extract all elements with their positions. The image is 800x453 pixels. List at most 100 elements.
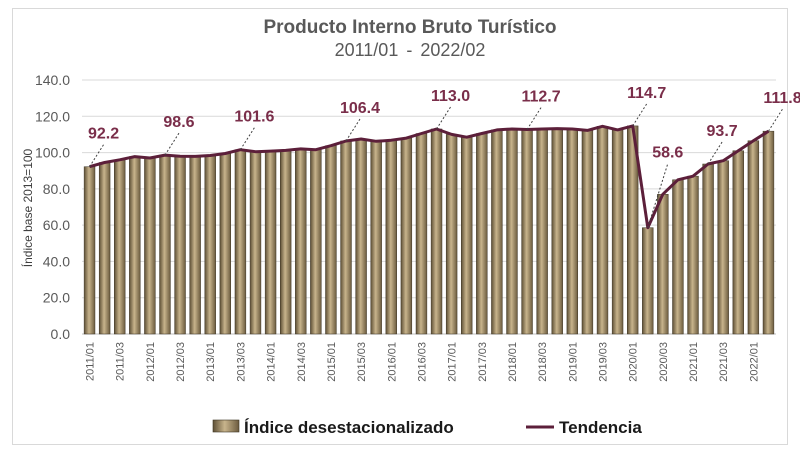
bar (611, 129, 624, 335)
bar (159, 154, 171, 335)
bar (370, 141, 382, 335)
bar (264, 150, 277, 335)
legend-label-bars: Índice desestacionalizado (244, 418, 454, 437)
data-label: 98.6 (163, 114, 194, 131)
bar (385, 139, 397, 335)
x-tick-label: 2016/01 (386, 342, 398, 382)
bar (747, 140, 760, 335)
chart-title: Producto Interno Bruto Turístico (263, 17, 556, 38)
bar (566, 128, 579, 335)
bar (732, 150, 744, 335)
x-tick-label: 2014/01 (266, 342, 278, 382)
bar (687, 175, 699, 335)
bar (83, 166, 96, 335)
data-label-leader (768, 108, 783, 132)
data-label-leader (345, 118, 361, 142)
data-label: 113.0 (431, 88, 470, 105)
data-label: 112.7 (521, 89, 560, 106)
data-label-leader (707, 141, 723, 165)
bar (581, 130, 594, 335)
x-tick-label: 2011/03 (115, 342, 127, 381)
subtitle-start: 2011/01 (335, 40, 399, 60)
bar (310, 149, 322, 335)
bar (506, 128, 518, 335)
y-tick-label: 120.0 (35, 108, 70, 124)
bar (657, 194, 669, 335)
legend: Índice desestacionalizado Tendencia (212, 418, 642, 437)
bar (114, 159, 126, 335)
bar (295, 148, 307, 335)
bar (461, 136, 473, 335)
bar (355, 138, 367, 335)
bar (400, 137, 413, 335)
bar (189, 156, 201, 335)
bar (672, 179, 684, 335)
x-tick-label: 2013/01 (205, 342, 217, 382)
x-tick-label: 2011/01 (85, 342, 97, 381)
data-label-leader (647, 163, 669, 228)
data-label-leader (632, 103, 648, 127)
data-label: 92.2 (88, 126, 119, 143)
x-tick-label: 2017/01 (447, 342, 459, 382)
bar (174, 155, 186, 335)
x-tick-label: 2021/01 (688, 342, 700, 382)
subtitle-end: 2022/02 (420, 40, 485, 60)
x-tick-label: 2017/03 (477, 342, 489, 382)
x-tick-label: 2019/03 (598, 342, 610, 382)
y-tick-label: 40.0 (43, 253, 70, 269)
x-tick-label: 2020/03 (658, 342, 670, 382)
bar (596, 126, 609, 335)
bar (702, 163, 714, 335)
data-label-leader (89, 144, 104, 167)
chart-frame (12, 8, 788, 445)
bar (642, 227, 654, 335)
x-tick-label: 2016/03 (417, 342, 429, 382)
x-tick-label: 2018/01 (507, 342, 519, 382)
x-axis-ticks: 2011/01 2011/03 2012/01 2012/03 2013/01 2013/… (85, 342, 761, 382)
data-label: 114.7 (627, 85, 666, 102)
bar (98, 162, 111, 335)
y-tick-label: 20.0 (43, 290, 70, 306)
bar (430, 128, 443, 335)
bar (234, 149, 247, 335)
data-label: 106.4 (340, 100, 380, 117)
y-axis-ticks: 0.0 20.0 40.0 60.0 80.0 100.0 120.0 140.0 (35, 72, 70, 342)
y-tick-label: 140.0 (35, 72, 70, 88)
bar (491, 129, 503, 335)
bar (204, 155, 216, 335)
bar (536, 128, 548, 335)
subtitle-sep: - (406, 40, 412, 60)
data-label: 93.7 (707, 123, 738, 140)
bar (144, 157, 156, 335)
data-label-leader (239, 127, 255, 150)
x-tick-label: 2015/03 (356, 342, 368, 382)
bar-series (83, 125, 775, 335)
x-tick-label: 2019/01 (567, 342, 579, 382)
bar (521, 129, 533, 335)
data-label-leader (436, 106, 451, 130)
y-tick-label: 0.0 (51, 326, 71, 342)
trend-line (89, 124, 770, 230)
data-label: 101.6 (234, 109, 274, 126)
x-tick-label: 2021/03 (718, 342, 730, 382)
bar (219, 153, 232, 335)
y-tick-label: 80.0 (43, 181, 70, 197)
data-label-leader (526, 107, 542, 130)
bar (415, 133, 428, 335)
bar (476, 133, 488, 335)
x-tick-label: 2014/03 (296, 342, 308, 382)
legend-swatch-bars (212, 419, 240, 433)
x-tick-label: 2012/01 (145, 342, 157, 382)
bar (279, 150, 292, 335)
x-tick-label: 2012/03 (175, 342, 187, 382)
bar (717, 160, 729, 335)
bar (551, 128, 563, 335)
x-tick-label: 2015/01 (326, 342, 338, 382)
x-tick-label: 2018/03 (537, 342, 549, 382)
bar (249, 151, 262, 335)
bar (325, 145, 337, 335)
data-label: 111.8 (763, 90, 800, 107)
legend-label-trend: Tendencia (559, 418, 642, 437)
x-tick-label: 2013/03 (235, 342, 247, 382)
